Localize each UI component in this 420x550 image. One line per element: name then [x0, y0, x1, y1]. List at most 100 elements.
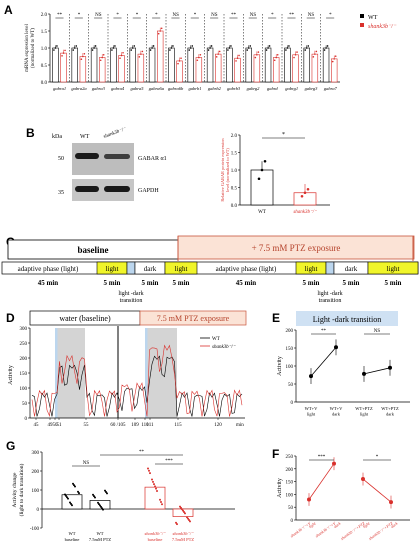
dot-mut	[314, 53, 316, 55]
data-point	[362, 371, 366, 376]
gene-label: gabra4	[111, 86, 125, 91]
dot-mut	[334, 55, 337, 57]
data-point	[182, 509, 184, 512]
connector	[308, 463, 335, 500]
bar	[250, 169, 274, 206]
dot-wt	[151, 47, 153, 49]
dot-wt	[210, 45, 213, 47]
data-point	[149, 472, 151, 475]
data-point	[260, 168, 264, 172]
timeline-adaptive-1: adaptive phase (light)	[18, 265, 79, 273]
sig-label: *	[78, 13, 81, 18]
data-point	[70, 502, 72, 505]
dot-wt	[53, 49, 55, 51]
bar-mut	[330, 58, 338, 83]
y-tick-label: 50	[288, 383, 294, 388]
bar-mut	[311, 53, 319, 83]
sig-label: **	[57, 13, 63, 18]
bar-mut	[272, 57, 280, 83]
bar-mut	[253, 54, 261, 83]
x-tick-label: WT+PTZ	[381, 406, 399, 411]
bar-mut	[137, 53, 145, 83]
bar-wt	[303, 47, 310, 83]
kda-label: kDa	[52, 134, 62, 140]
dot-mut	[101, 56, 103, 59]
data-point	[184, 512, 186, 515]
data-point	[104, 489, 106, 492]
y-tick-label: 300	[32, 451, 40, 456]
data-point	[99, 504, 101, 507]
x-tick-label: 51	[57, 423, 63, 428]
dot-wt	[133, 45, 136, 47]
data-point	[303, 191, 307, 195]
data-point	[188, 519, 190, 522]
data-point	[183, 511, 185, 514]
dot-wt	[91, 49, 94, 51]
data-point	[388, 365, 392, 370]
y-axis-label: Relative GABAR protein expressionlevel (…	[220, 138, 230, 202]
dot-mut	[159, 30, 161, 32]
connector	[310, 347, 337, 377]
series-wt	[31, 355, 243, 417]
data-point	[307, 497, 311, 502]
data-point	[67, 497, 69, 500]
bar-mut	[79, 56, 87, 83]
panel-b-label: B	[26, 126, 35, 140]
dot-wt	[54, 47, 57, 49]
y-tick-label: 250	[286, 455, 294, 460]
panel-b: B kDa WT shank3b⁻/⁻ 50 35 GABAR α1 GAPDH…	[26, 126, 330, 215]
panel-e-title-box	[296, 311, 398, 326]
baseline-title: baseline	[77, 245, 108, 255]
dot-mut	[141, 50, 144, 53]
dot-mut	[296, 51, 298, 53]
dot-mut	[199, 54, 202, 56]
dot-mut	[178, 60, 181, 62]
y-axis-label: mRNA expression level(normalized to WT)	[25, 24, 36, 72]
y-tick-label: 100	[286, 493, 294, 498]
dot-wt	[172, 45, 174, 47]
dot-mut	[293, 56, 295, 59]
gene-label: gabrb2	[208, 86, 222, 91]
dot-mut	[80, 58, 83, 61]
y-tick-label: 200	[32, 470, 40, 475]
legend-mut-label: shank3b⁻/⁻	[212, 345, 236, 350]
x-tick-label: 7.5mM PTZ	[172, 537, 195, 542]
data-point	[105, 491, 107, 494]
x-tick-label: WT+PTZ	[355, 406, 373, 411]
dot-mut	[180, 57, 182, 59]
duration-45-2: 45 min	[236, 279, 257, 287]
dot-mut	[217, 53, 219, 55]
dot-mut	[138, 56, 141, 58]
panel-a-axis: 0.0 0.5 1.0 1.5 2.0 mRNA expression level(nor…	[25, 13, 340, 86]
dot-wt	[286, 47, 289, 49]
y-axis-label-line: Relative GABAR protein expression	[220, 138, 225, 202]
x-tick-label: 109	[131, 423, 139, 428]
bar-wt	[264, 47, 272, 83]
sig-label: NS	[250, 13, 257, 18]
panel-a: A 0.0 0.5 1.0 1.5 2.0 mRNA expression level(n…	[4, 3, 397, 91]
bar-mut	[60, 52, 67, 83]
dot-wt	[285, 49, 287, 51]
x-tick-label: 60 /105	[110, 423, 126, 428]
y-tick-label: 100	[20, 387, 28, 392]
dot-wt	[325, 47, 327, 49]
y-tick-label: -100	[30, 527, 40, 532]
y-axis-label-line: (light to dark transition)	[18, 463, 25, 516]
data-point	[334, 345, 338, 350]
gene-label: gabrg1	[285, 86, 298, 91]
timeline-adaptive-2: adaptive phase (light)	[216, 265, 277, 273]
dot-mut	[273, 59, 276, 62]
y-axis-label: Activity	[277, 356, 283, 376]
dot-mut	[294, 54, 297, 56]
data-point	[71, 504, 73, 507]
timeline-light-2	[164, 261, 198, 275]
connector	[363, 367, 391, 375]
gene-label: gabrb1	[188, 86, 201, 91]
ptz-exposure-title: + 7.5 mM PTZ exposure	[252, 243, 341, 253]
legend-wt-label: WT	[368, 15, 378, 21]
dot-mut	[61, 55, 63, 57]
duration-5-5: 5 min	[343, 279, 360, 287]
connector	[362, 478, 392, 503]
y-tick-label: 150	[286, 481, 294, 486]
